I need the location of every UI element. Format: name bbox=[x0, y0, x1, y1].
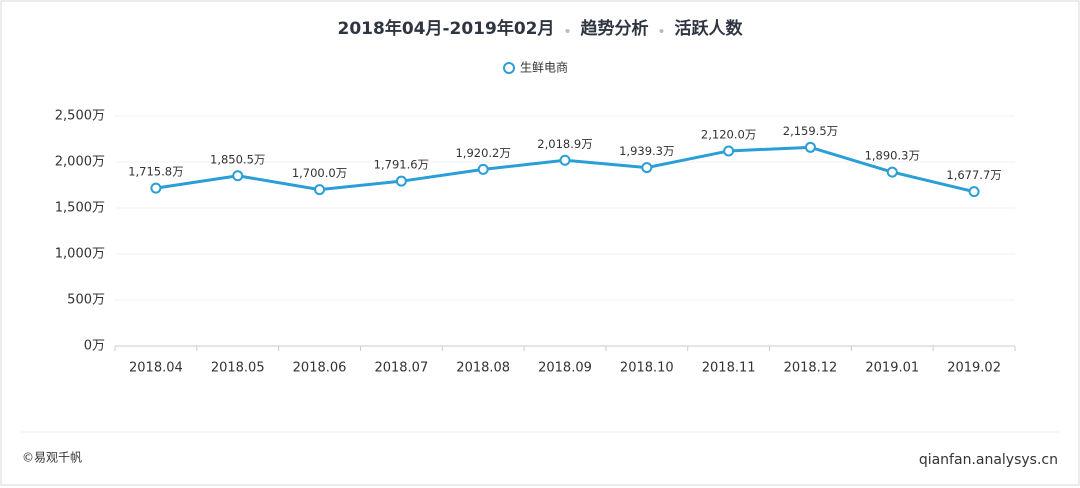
legend-label: 生鲜电商 bbox=[520, 60, 568, 75]
point bbox=[314, 184, 326, 196]
title-separator bbox=[565, 29, 570, 33]
point bbox=[477, 163, 489, 175]
data-label: 1,890.3万 bbox=[865, 149, 920, 163]
x-tick-label: 2018.09 bbox=[538, 361, 592, 376]
x-tick-label: 2018.11 bbox=[702, 361, 756, 376]
x-tick-label: 2019.02 bbox=[947, 361, 1001, 376]
title-separator bbox=[659, 29, 664, 33]
x-tick-label: 2018.06 bbox=[293, 361, 347, 376]
data-label: 1,850.5万 bbox=[210, 152, 265, 166]
point bbox=[232, 170, 244, 182]
point bbox=[968, 186, 980, 198]
point bbox=[723, 145, 735, 157]
website: qianfan.analysys.cn bbox=[919, 452, 1058, 468]
data-label: 2,159.5万 bbox=[783, 124, 838, 138]
x-tick-label: 2018.12 bbox=[784, 361, 838, 376]
data-label: 1,715.8万 bbox=[128, 165, 183, 179]
point bbox=[150, 182, 162, 194]
data-label: 2,120.0万 bbox=[701, 127, 756, 141]
chart-title: 活跃人数 bbox=[675, 18, 744, 39]
y-tick-label: 500万 bbox=[67, 293, 105, 308]
chart-title: 趋势分析 bbox=[581, 18, 649, 39]
data-label: 1,920.2万 bbox=[455, 146, 510, 160]
y-tick-label: 2,500万 bbox=[55, 109, 105, 124]
point bbox=[559, 154, 571, 166]
data-label: 1,700.0万 bbox=[292, 166, 347, 180]
data-label: 1,791.6万 bbox=[374, 158, 429, 172]
point bbox=[395, 175, 407, 187]
source: ©易观千帆 bbox=[22, 450, 82, 465]
x-tick-label: 2018.05 bbox=[211, 361, 265, 376]
x-tick-label: 2018.10 bbox=[620, 361, 674, 376]
chart-title: 2018年04月-2019年02月 bbox=[338, 18, 555, 39]
y-tick-label: 2,000万 bbox=[55, 155, 105, 170]
x-tick-label: 2019.01 bbox=[865, 361, 919, 376]
x-tick-label: 2018.07 bbox=[374, 361, 428, 376]
x-tick-label: 2018.08 bbox=[456, 361, 510, 376]
y-tick-label: 1,000万 bbox=[55, 247, 105, 262]
data-label: 2,018.9万 bbox=[537, 137, 592, 151]
legend-marker bbox=[503, 62, 515, 74]
y-tick-label: 1,500万 bbox=[55, 201, 105, 216]
x-tick-label: 2018.04 bbox=[129, 361, 183, 376]
point bbox=[641, 162, 653, 174]
data-label: 1,677.7万 bbox=[946, 168, 1001, 182]
point bbox=[804, 141, 816, 153]
data-label: 1,939.3万 bbox=[619, 144, 674, 158]
point bbox=[886, 166, 898, 178]
y-tick-label: 0万 bbox=[84, 339, 105, 354]
